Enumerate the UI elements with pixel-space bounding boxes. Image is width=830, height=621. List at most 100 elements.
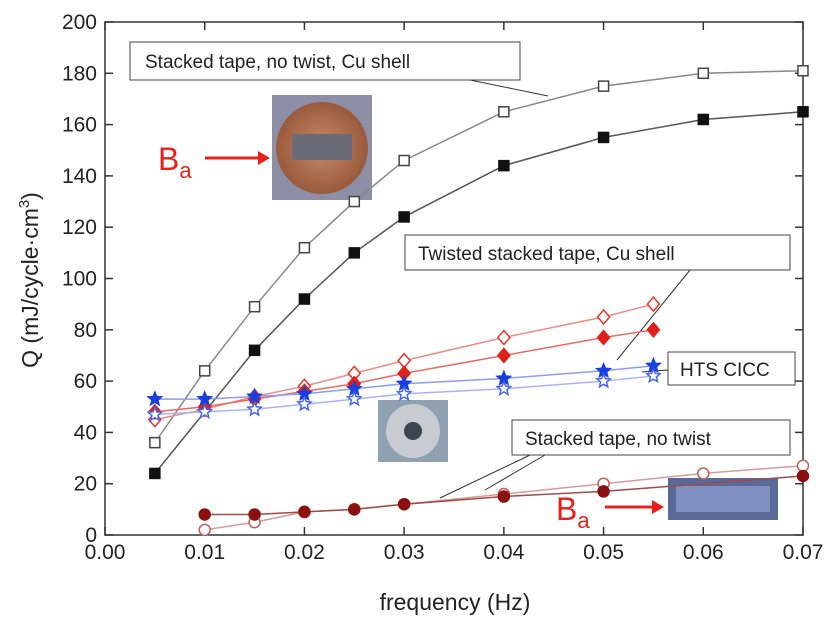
annotation-box (667, 351, 796, 386)
marker (395, 384, 413, 402)
y-label-main: Q (mJ/cycle·cm (17, 208, 43, 368)
marker (797, 64, 809, 77)
x-tick-label: 0.00 (85, 541, 126, 564)
marker (298, 293, 311, 305)
field-arrows: Ba Ba (158, 141, 664, 533)
marker (248, 508, 261, 521)
marker (596, 308, 611, 326)
marker (595, 372, 613, 389)
x-tick-label: 0.06 (683, 541, 724, 564)
marker (498, 106, 510, 118)
marker (348, 195, 361, 208)
annotation-box (129, 41, 521, 81)
marker (646, 321, 661, 338)
photo-cicc-core (404, 422, 422, 440)
series-line (204, 475, 804, 516)
y-tick-label: 0 (85, 524, 97, 547)
marker (697, 67, 710, 80)
y-tick-label: 80 (74, 319, 97, 342)
marker (646, 295, 661, 313)
field-label-main: B (556, 491, 577, 527)
x-tick-label: 0.05 (583, 541, 624, 564)
marker (146, 405, 164, 422)
annotations: Stacked tape, no twist, Cu shell Twisted… (129, 41, 796, 499)
marker (596, 329, 611, 346)
photo-tape-inner (676, 486, 770, 512)
x-tick-label: 0.07 (783, 541, 824, 564)
arrow-head (258, 151, 270, 165)
marker (597, 131, 610, 144)
annotation-box (404, 234, 791, 271)
photos (272, 95, 778, 520)
x-tick-label: 0.01 (184, 541, 225, 564)
marker (496, 347, 511, 364)
annotation-pointer (616, 269, 691, 361)
marker (597, 80, 610, 92)
marker (298, 505, 311, 519)
marker (196, 390, 214, 407)
marker (149, 467, 161, 480)
field-label-main: B (158, 141, 179, 177)
y-tick-label: 100 (62, 268, 97, 291)
marker (348, 247, 361, 259)
annotation-pointer (469, 79, 549, 97)
y-tick-label: 140 (62, 165, 97, 188)
x-axis-label: frequency (Hz) (380, 589, 531, 615)
annotation-box (511, 419, 791, 456)
marker (248, 300, 261, 313)
y-label-end: ) (17, 192, 43, 200)
x-tick-label: 0.02 (284, 541, 325, 564)
annotation: Stacked tape, no twist, Cu shell (145, 52, 410, 73)
marker (644, 367, 662, 384)
marker (496, 329, 511, 346)
marker (796, 459, 810, 472)
arrow-head (652, 500, 664, 514)
y-tick-label: 20 (74, 473, 97, 496)
photo-tape-stack (292, 134, 352, 160)
marker (146, 390, 164, 407)
annotation: Twisted stacked tape, Cu shell (418, 244, 675, 265)
series-line (154, 69, 804, 444)
marker (498, 159, 510, 172)
y-tick-label: 180 (62, 62, 97, 85)
field-label-sub: a (577, 508, 590, 533)
field-label-sub: a (179, 158, 192, 183)
marker (497, 490, 511, 503)
marker (697, 113, 710, 126)
y-tick-label: 200 (62, 11, 97, 34)
marker (345, 390, 363, 407)
annotation-pointer (439, 454, 531, 499)
marker (796, 469, 810, 483)
marker (298, 241, 311, 254)
series-line (154, 111, 804, 474)
marker (397, 497, 411, 511)
marker (295, 395, 313, 412)
y-tick-label: 120 (62, 216, 97, 239)
marker (196, 402, 214, 420)
y-label-sup: 3 (16, 200, 33, 208)
marker (246, 387, 264, 404)
x-tick-label: 0.03 (384, 541, 425, 564)
annotation: HTS CICC (680, 360, 770, 381)
field-label: Ba (556, 491, 590, 533)
field-label: Ba (158, 141, 192, 183)
marker (597, 485, 610, 498)
marker (198, 508, 211, 521)
y-axis-label: Q (mJ/cycle·cm3) (16, 192, 43, 368)
plot-frame (104, 21, 804, 536)
marker (149, 436, 161, 449)
x-tick-label: 0.04 (483, 541, 524, 564)
marker (248, 344, 261, 357)
annotation-pointer (484, 454, 546, 491)
marker (246, 400, 264, 417)
annotation: Stacked tape, no twist (525, 429, 712, 450)
y-tick-label: 160 (62, 114, 97, 137)
marker (495, 379, 513, 397)
marker (797, 106, 809, 118)
marker (398, 211, 410, 223)
y-tick-label: 40 (74, 421, 97, 444)
y-tick-label: 60 (74, 370, 97, 393)
marker (398, 154, 410, 167)
